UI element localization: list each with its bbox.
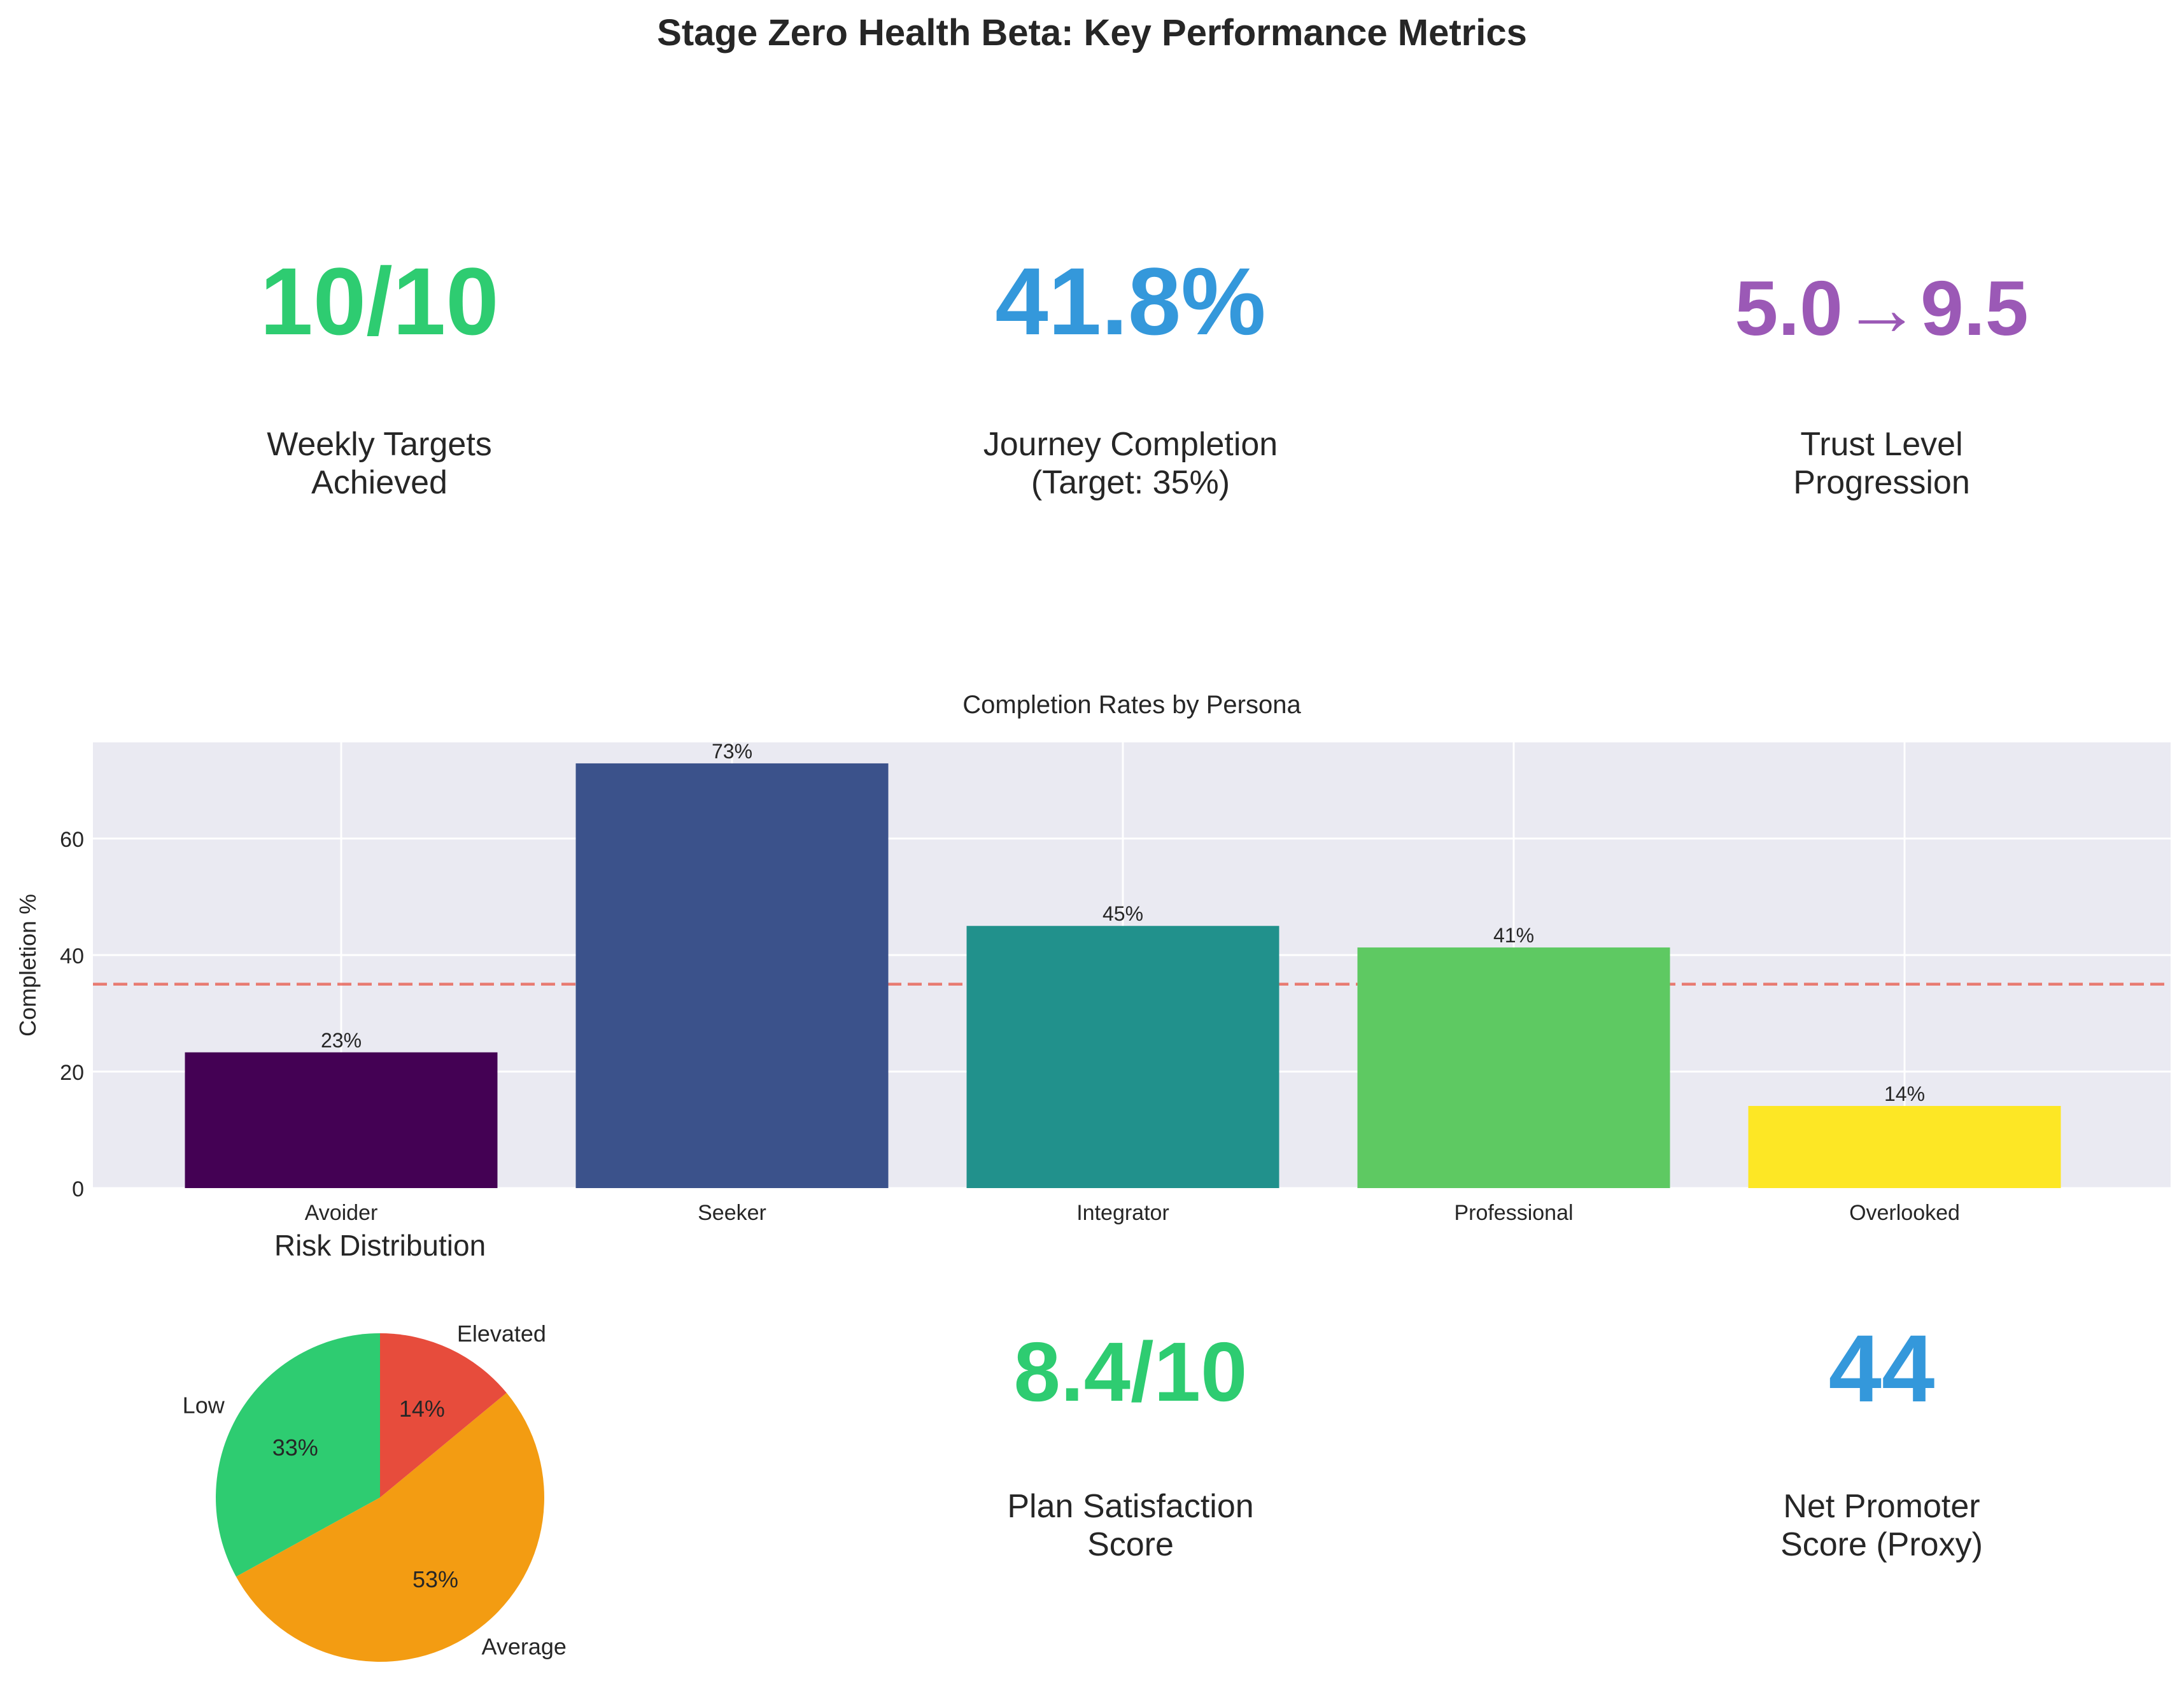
bar-chart-title: Completion Rates by Persona <box>962 691 1301 719</box>
bar-professional <box>1357 947 1670 1188</box>
pie-chart: Risk Distribution 33% Low 53% Average 14% Ele… <box>183 1229 567 1662</box>
pie-labels: 33% Low 53% Average 14% Elevated <box>183 1321 567 1660</box>
pie-pct-label: 53% <box>412 1566 458 1592</box>
pie-pct-label: 14% <box>399 1396 445 1422</box>
kpi-weekly-targets-label-line1: Weekly Targets <box>267 426 492 463</box>
bar-chart-bars <box>185 763 2061 1188</box>
kpi-plan-satisfaction-label: Plan Satisfaction Score <box>940 1487 1321 1564</box>
bar-y-tick-label: 60 <box>60 828 84 852</box>
bar-x-tick-label: Seeker <box>698 1201 766 1225</box>
bar-y-tick-label: 0 <box>72 1177 84 1201</box>
pie-slices <box>215 1333 544 1662</box>
bar-chart: Completion Rates by Persona 0 20 40 60 23% Av… <box>15 691 2171 1225</box>
bar-data-label: 14% <box>1884 1082 1925 1105</box>
kpi-trust-level-label-line1: Trust Level <box>1800 426 1963 463</box>
kpi-weekly-targets-label: Weekly Targets Achieved <box>188 425 570 502</box>
bar-data-label: 41% <box>1493 924 1534 947</box>
bar-y-tick-label: 20 <box>60 1061 84 1085</box>
bar-overlooked <box>1748 1105 2061 1188</box>
bar-data-label: 23% <box>321 1029 362 1052</box>
bar-avoider <box>185 1052 498 1188</box>
bar-chart-texts: 0 20 40 60 23% Avoider 73% Seeker 45% Integrator 4… <box>60 740 1960 1225</box>
pie-category-label: Elevated <box>457 1321 546 1347</box>
pie-chart-title: Risk Distribution <box>274 1229 486 1262</box>
bar-x-tick-label: Professional <box>1454 1201 1573 1225</box>
bar-integrator <box>966 926 1279 1188</box>
kpi-plan-satisfaction-label-line2: Score <box>1087 1526 1174 1563</box>
pie-pct-label: 33% <box>272 1434 318 1461</box>
bar-data-label: 73% <box>712 740 752 763</box>
page-title: Stage Zero Health Beta: Key Performance … <box>657 12 1527 53</box>
pie-slice-low <box>215 1333 380 1577</box>
kpi-net-promoter-value: 44 <box>1828 1315 1935 1422</box>
bar-chart-y-axis-label: Completion % <box>15 894 41 1037</box>
pie-category-label: Low <box>183 1392 225 1419</box>
bar-seeker <box>575 763 889 1188</box>
kpi-journey-completion-label-line2: (Target: 35%) <box>1031 464 1230 501</box>
pie-slice-elevated <box>380 1333 507 1498</box>
kpi-journey-completion-value: 41.8% <box>995 248 1266 355</box>
kpi-journey-completion-label: Journey Completion (Target: 35%) <box>940 425 1321 502</box>
kpi-trust-level-label: Trust Level Progression <box>1691 425 2073 502</box>
kpi-net-promoter-label: Net Promoter Score (Proxy) <box>1691 1487 2073 1564</box>
kpi-trust-level-label-line2: Progression <box>1793 464 1970 501</box>
pie-category-label: Average <box>482 1634 567 1660</box>
kpi-net-promoter-label-line1: Net Promoter <box>1783 1488 1980 1525</box>
kpi-journey-completion-label-line1: Journey Completion <box>983 426 1278 463</box>
kpi-weekly-targets-label-line2: Achieved <box>311 464 447 501</box>
bar-y-tick-label: 40 <box>60 944 84 968</box>
bar-x-tick-label: Integrator <box>1076 1201 1169 1225</box>
bar-x-tick-label: Avoider <box>305 1201 378 1225</box>
kpi-plan-satisfaction-label-line1: Plan Satisfaction <box>1007 1488 1254 1525</box>
bar-x-tick-label: Overlooked <box>1849 1201 1960 1225</box>
bar-data-label: 45% <box>1103 902 1143 925</box>
pie-slice-average <box>236 1392 544 1662</box>
kpi-net-promoter-label-line2: Score (Proxy) <box>1780 1526 1983 1563</box>
kpi-trust-level-value: 5.0→9.5 <box>1735 265 2029 351</box>
kpi-plan-satisfaction-value: 8.4/10 <box>1013 1325 1248 1419</box>
kpi-weekly-targets-value: 10/10 <box>260 248 499 355</box>
